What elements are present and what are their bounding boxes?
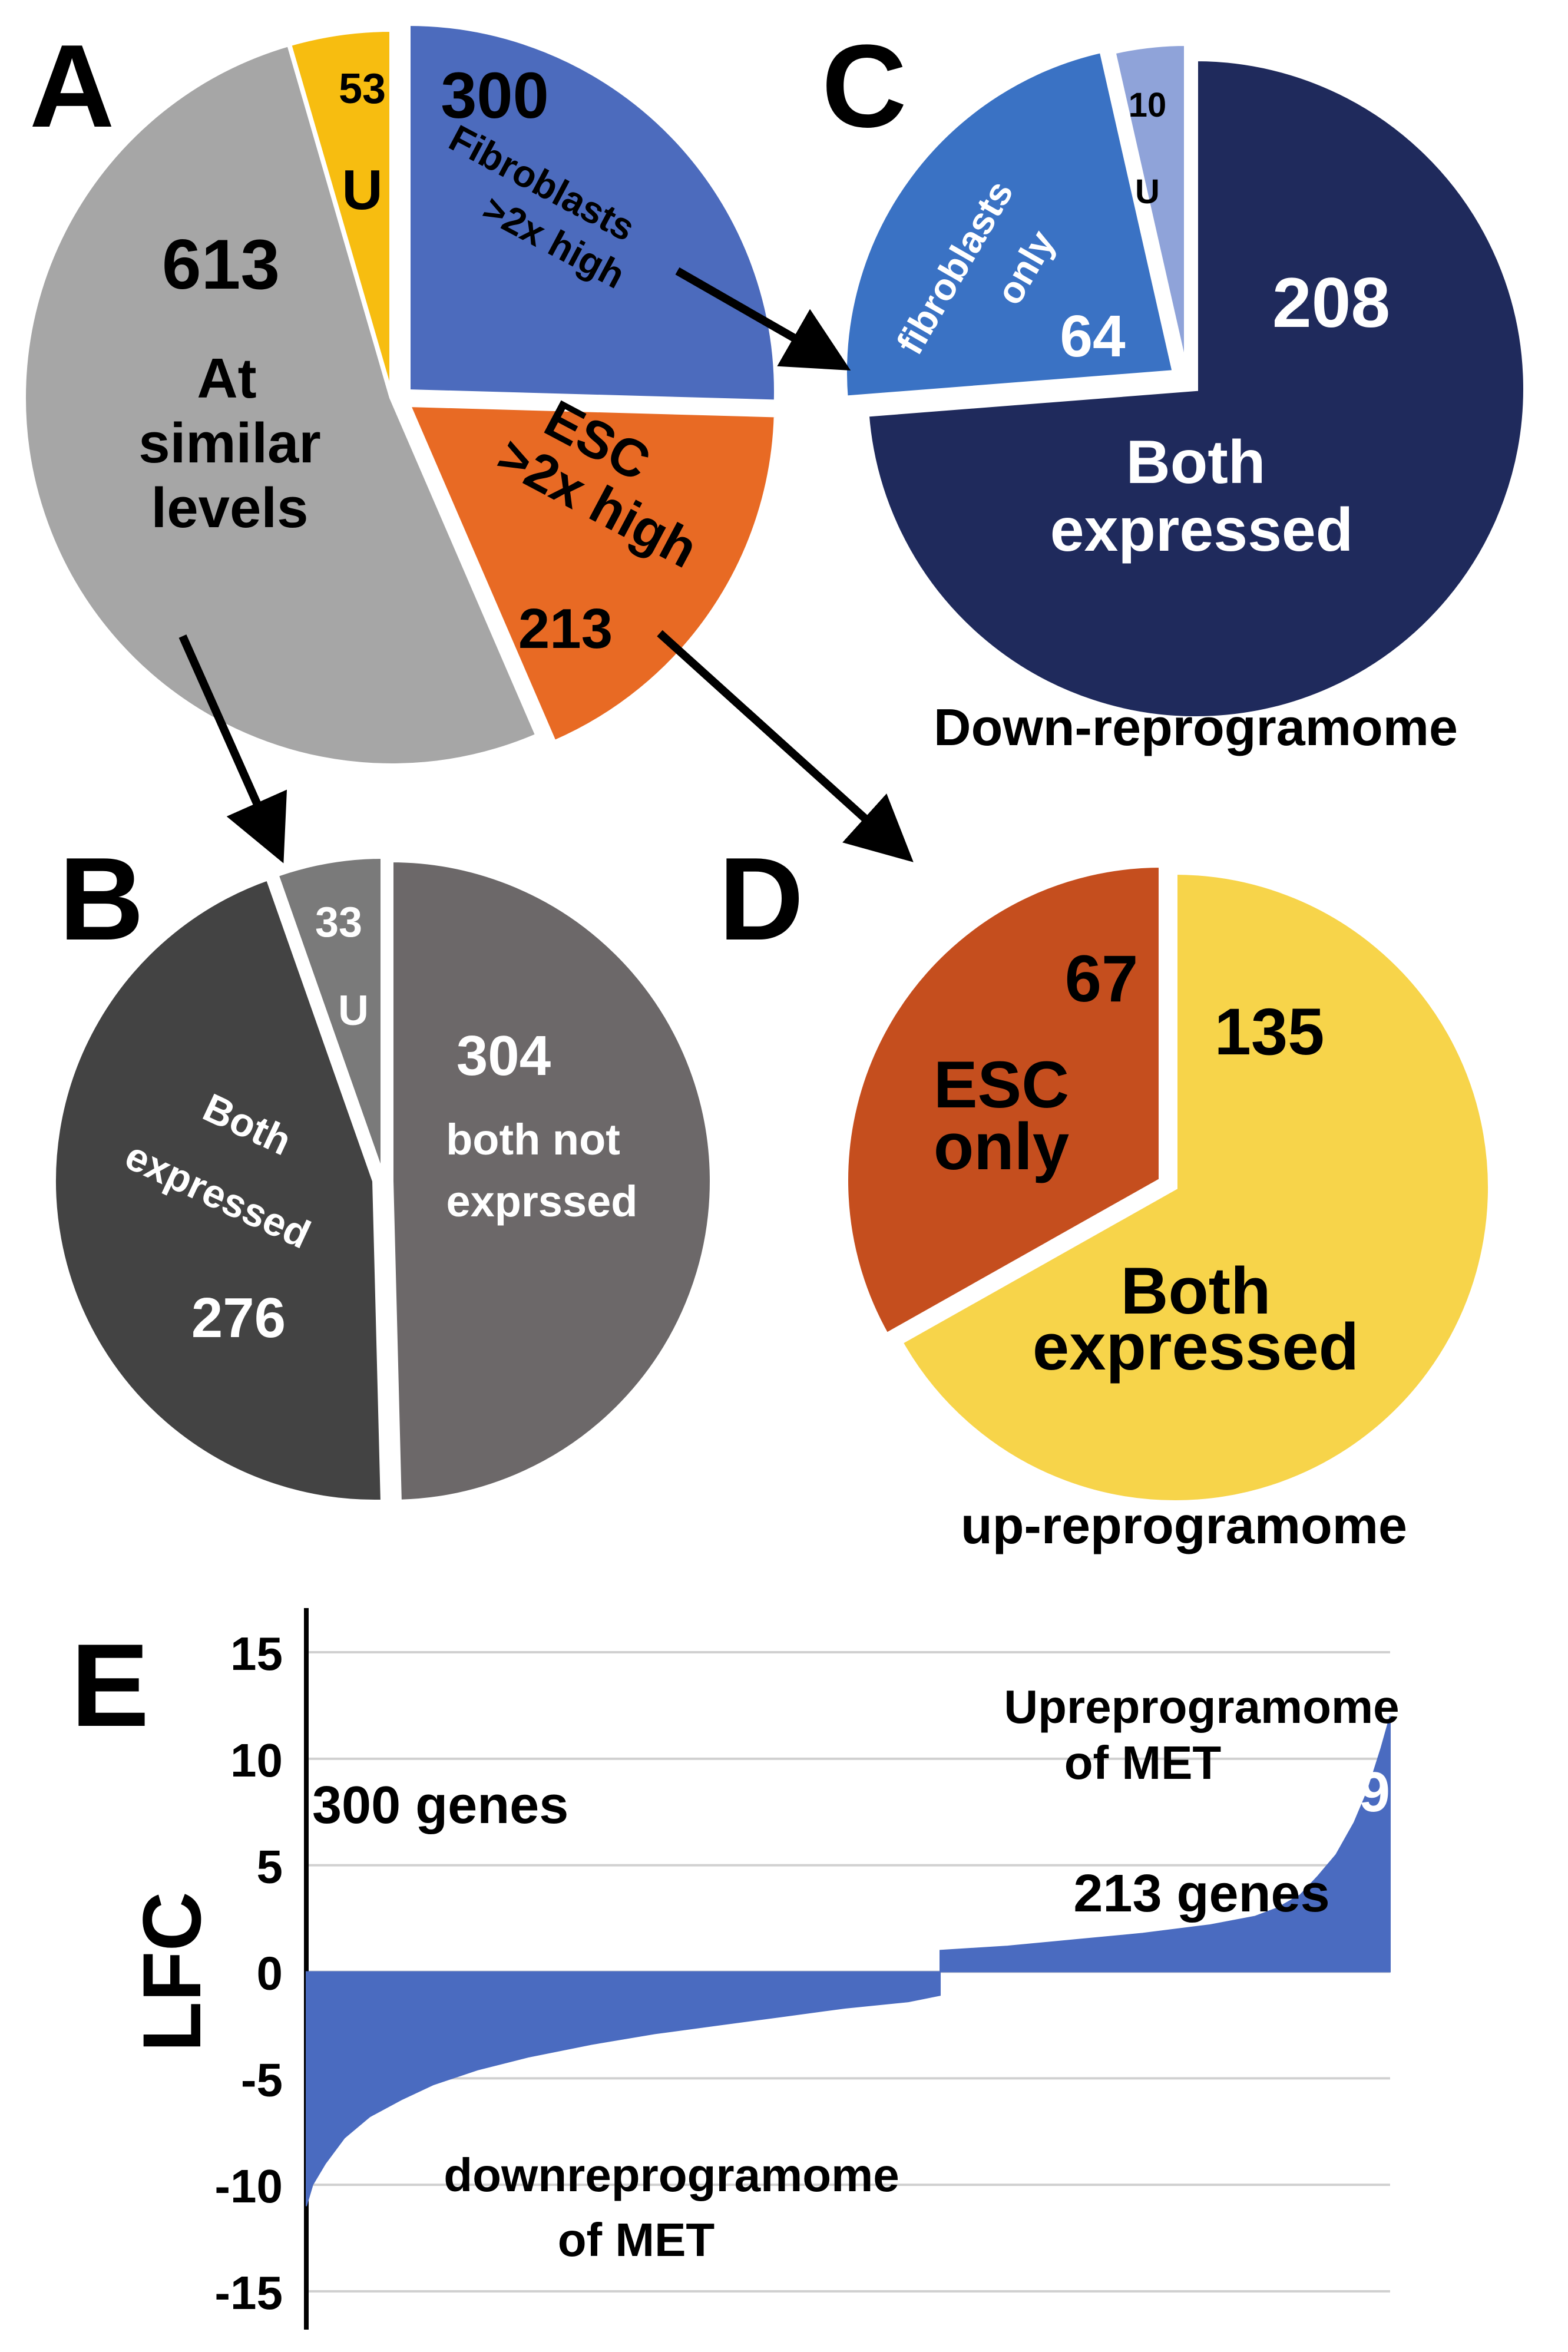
pie-c-slice-label-0-0: Both (1126, 428, 1266, 497)
series-0-annotation-line-0: downreprogramome (444, 2149, 899, 2201)
pie-b-slice-2 (273, 854, 385, 1179)
pie-a-slice-3 (286, 27, 394, 399)
y-tick-label: 0 (257, 1947, 283, 2000)
pie-b-value-label-0: 304 (456, 1024, 551, 1087)
pie-d-slice-label-1-0: ESC (934, 1048, 1069, 1122)
pie-d-title: up-reprogramome (961, 1496, 1407, 1554)
pie-b-value-label-1: 276 (191, 1286, 286, 1349)
pie-c-title: Down-reprogramome (934, 698, 1458, 756)
pie-a-value-label-3: 53 (339, 65, 386, 113)
panel-label-c: C (822, 21, 907, 152)
pie-c-value-label-1: 64 (1060, 303, 1126, 369)
pie-c-slice-label-2-0: U (1135, 173, 1160, 211)
arrow-a-to-d (657, 630, 914, 862)
pie-d-value-label-1: 67 (1065, 942, 1139, 1015)
pie-b-slice-label-2-0: U (338, 987, 369, 1034)
pie-c-slice-label-0-1: expressed (1050, 496, 1354, 564)
pie-a-slice-label-3-0: U (342, 158, 382, 221)
pie-a-slice-label-2-0: At (197, 347, 256, 410)
y-axis-label: LFC (125, 1891, 218, 2052)
panel-label-a: A (29, 21, 114, 152)
pie-b-slice-0 (389, 857, 714, 1504)
area-chart-e: 15 10 5 0 -5 -10 -15 LFC 300 genes 1160.6 downrepr… (125, 1608, 1400, 2330)
y-tick-label: -15 (214, 2267, 283, 2319)
pie-d-slice-0 (897, 869, 1493, 1505)
y-tick-label: -5 (241, 2053, 283, 2106)
y-tick-label: 10 (230, 1734, 283, 1787)
series-1-annotation-line-1: of MET (1064, 1736, 1222, 1789)
pie-b-slice-label-0-1: exprssed (446, 1177, 638, 1226)
panel-label-b: B (59, 833, 144, 965)
pie-a-value-label-0: 300 (441, 59, 549, 132)
pie-b-slice-label-0-0: both not (446, 1115, 620, 1164)
pie-a-slice-1 (404, 402, 779, 746)
arrow-a-to-c (675, 267, 851, 371)
panel-label-e: E (71, 1620, 149, 1751)
pie-a-value-label-2: 613 (162, 225, 280, 304)
area-series-0 (306, 1971, 941, 2207)
y-tick-label: 5 (257, 1841, 283, 1893)
pie-d-slice-label-0-0: Both (1120, 1254, 1271, 1328)
pie-a-slice-label-2-2: levels (151, 477, 309, 540)
y-tick-label: 15 (230, 1627, 283, 1680)
series-1-count-label: 213 genes (1073, 1864, 1329, 1923)
series-1-value-label: 836.9 (1249, 1761, 1390, 1824)
series-1-annotation-line-0: Upreprogramome (1004, 1681, 1399, 1733)
pie-a-value-label-1: 213 (518, 597, 613, 660)
pie-c-slice-2 (1110, 41, 1189, 374)
area-series-1 (940, 1716, 1391, 1973)
series-0-count-label: 300 genes (312, 1776, 568, 1835)
pie-d-slice-label-1-1: only (934, 1110, 1069, 1183)
series-0-value-label: 1160.6 (321, 1864, 491, 1927)
pie-c-slice-0 (864, 56, 1528, 721)
y-tick-label: -10 (214, 2160, 283, 2212)
series-0-annotation-line-1: of MET (558, 2214, 715, 2266)
pie-a-slice-2 (21, 41, 541, 768)
pie-a-slice-label-2-1: similar (138, 412, 321, 475)
pie-b-slice-1 (51, 875, 386, 1504)
pie-b-value-label-2: 33 (315, 899, 362, 946)
pie-d-slice-1 (843, 862, 1163, 1339)
pie-c-value-label-2: 10 (1129, 86, 1167, 124)
arrow-a-to-b (178, 634, 287, 864)
pie-c-value-label-0: 208 (1272, 263, 1390, 342)
pie-d-slice-label-0-1: expressed (1033, 1310, 1359, 1384)
pie-d-value-label-0: 135 (1215, 995, 1325, 1069)
panel-label-d: D (719, 833, 803, 965)
